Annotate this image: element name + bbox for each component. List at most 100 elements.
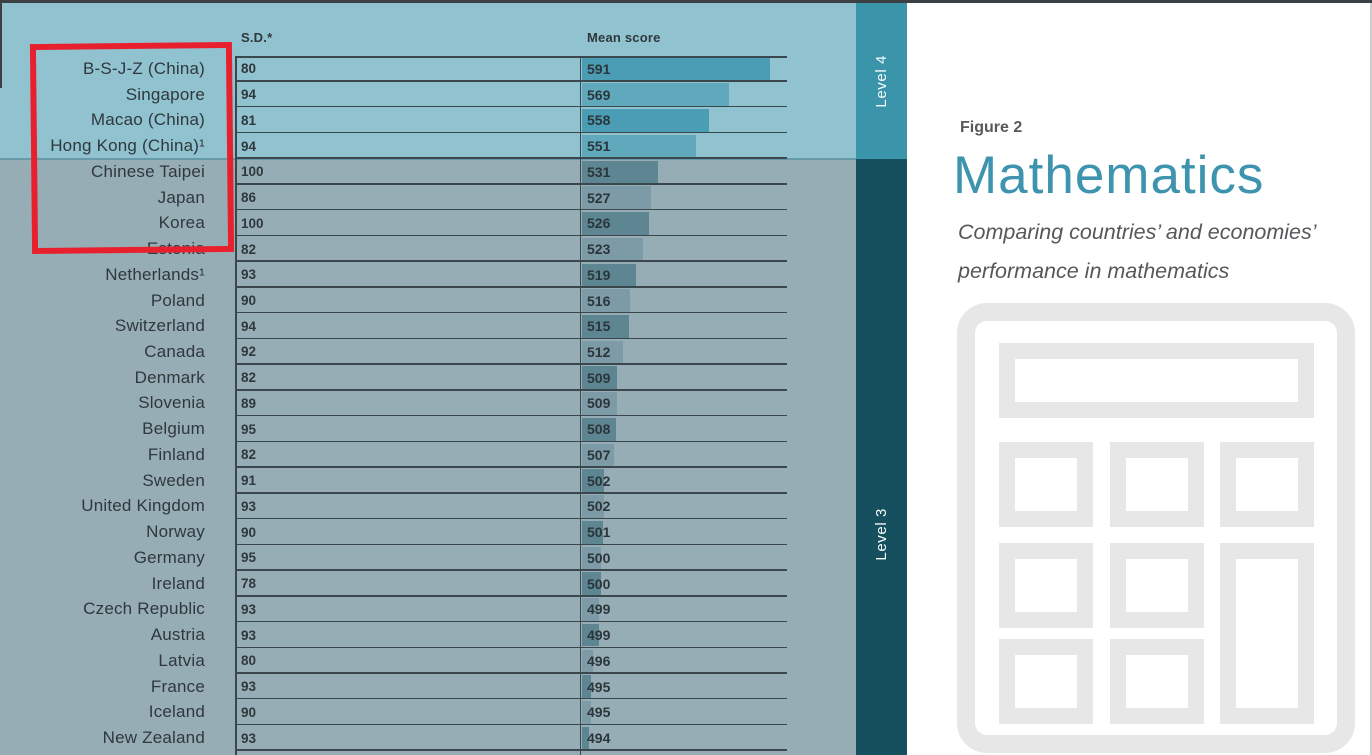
sd-value: 93 xyxy=(241,730,257,746)
mean-score-value: 558 xyxy=(587,112,611,129)
row-grid-line xyxy=(235,183,787,185)
row-grid-line xyxy=(235,105,787,108)
country-label: Finland xyxy=(147,444,205,464)
row-grid-line xyxy=(235,414,787,417)
chart-background-level3 xyxy=(0,159,856,755)
calculator-button xyxy=(1110,442,1204,527)
mean-score-bar xyxy=(582,726,590,750)
table-row: Estonia 82 523 xyxy=(0,236,856,262)
calculator-button xyxy=(1220,442,1314,527)
level4-label: Level 4 xyxy=(873,54,890,108)
calculator-button xyxy=(999,639,1093,724)
table-header-line xyxy=(235,56,787,58)
sd-value: 90 xyxy=(241,293,257,309)
mean-score-value: 495 xyxy=(587,678,611,695)
mean-score-bar xyxy=(582,212,649,235)
row-grid-line xyxy=(235,311,787,314)
row-grid-line xyxy=(235,595,787,597)
mean-score-value: 515 xyxy=(587,318,611,335)
mean-score-bar xyxy=(582,392,618,415)
level3-band: Level 3 xyxy=(856,159,907,755)
country-label: Belgium xyxy=(142,419,205,439)
sd-value: 92 xyxy=(241,344,257,360)
row-grid-line xyxy=(235,131,787,134)
mean-score-value: 500 xyxy=(587,549,611,566)
sd-value: 100 xyxy=(241,164,264,180)
table-row: Latvia 80 496 xyxy=(0,648,856,674)
mean-score-bar xyxy=(582,649,594,673)
level4-band: Level 4 xyxy=(856,3,907,159)
level3-label: Level 3 xyxy=(873,507,890,561)
mean-score-bar xyxy=(582,443,614,467)
calculator-button xyxy=(1110,543,1204,628)
sd-value: 78 xyxy=(241,576,257,592)
mean-score-value: 494 xyxy=(587,730,611,747)
mean-score-bar xyxy=(582,675,592,698)
mean-score-bar xyxy=(582,417,616,441)
mean-score-bar xyxy=(582,237,644,261)
table-row: B-S-J-Z (China) 80 591 xyxy=(0,56,856,82)
row-grid-line xyxy=(235,672,787,674)
country-label: Japan xyxy=(157,187,205,207)
mean-score-value: 499 xyxy=(587,601,611,618)
country-label: Switzerland xyxy=(114,316,205,336)
table-row: Canada 92 512 xyxy=(0,339,856,365)
row-grid-line xyxy=(235,543,787,546)
sd-value: 90 xyxy=(241,524,257,540)
country-label: Macao (China) xyxy=(90,110,205,130)
table-row: Slovenia 89 509 xyxy=(0,391,856,417)
mean-score-bar xyxy=(582,546,601,570)
mean-score-bar xyxy=(582,109,709,132)
row-grid-line xyxy=(235,157,787,159)
mean-score-value: 502 xyxy=(587,498,611,515)
mean-score-value: 508 xyxy=(587,421,611,438)
country-score-table: B-S-J-Z (China) 80 591 Singapore 94 569 Macao … xyxy=(0,56,856,751)
calculator-button xyxy=(999,442,1093,527)
red-annotation-rectangle xyxy=(29,41,235,255)
figure-subtitle: Comparing countries’ and economies’ perf… xyxy=(958,213,1317,291)
sd-value: 82 xyxy=(241,370,257,386)
country-label: Netherlands¹ xyxy=(105,264,205,284)
country-label: Norway xyxy=(146,522,205,542)
sd-value: 95 xyxy=(241,550,257,566)
country-label: Hong Kong (China)¹ xyxy=(50,136,205,156)
mean-score-column-header: Mean score xyxy=(587,30,661,45)
sd-value: 91 xyxy=(241,473,257,489)
table-row: Austria 93 499 xyxy=(0,622,856,648)
country-label: Germany xyxy=(133,547,205,567)
mean-score-bar xyxy=(582,289,631,312)
sd-value: 95 xyxy=(241,421,257,437)
figure-number-label: Figure 2 xyxy=(960,119,1023,136)
mean-score-bar xyxy=(582,623,599,647)
mean-score-value: 495 xyxy=(587,704,611,721)
row-grid-line xyxy=(235,260,787,262)
sd-value: 93 xyxy=(241,267,257,283)
mean-score-value: 519 xyxy=(587,266,611,283)
mean-score-bar xyxy=(582,263,636,287)
row-grid-line xyxy=(235,440,787,443)
mean-score-value: 509 xyxy=(587,395,611,412)
mean-score-bar xyxy=(582,57,770,81)
sd-value: 82 xyxy=(241,447,257,463)
country-label: Latvia xyxy=(158,650,205,670)
table-row: Iceland 90 495 xyxy=(0,700,856,726)
figure-title: Mathematics xyxy=(953,146,1265,205)
row-grid-line xyxy=(235,80,787,82)
country-label: Korea xyxy=(158,213,205,233)
page-right-edge xyxy=(1370,3,1372,755)
mean-score-bar xyxy=(582,572,601,595)
mean-score-value: 551 xyxy=(587,138,611,155)
sd-value: 100 xyxy=(241,215,264,231)
sd-value: 89 xyxy=(241,395,257,411)
country-label: New Zealand xyxy=(102,728,205,748)
mean-score-bar xyxy=(582,520,603,544)
sd-value: 94 xyxy=(241,318,257,334)
table-row: Belgium 95 508 xyxy=(0,416,856,443)
table-row: Hong Kong (China)¹ 94 551 xyxy=(0,133,856,159)
country-label: Singapore xyxy=(125,84,205,104)
mean-score-value: 507 xyxy=(587,446,611,463)
figure-subtitle-line2: performance in mathematics xyxy=(958,259,1230,283)
figure-title-panel: Figure 2 Mathematics Comparing countries… xyxy=(907,3,1370,755)
calculator-button xyxy=(1110,639,1204,724)
